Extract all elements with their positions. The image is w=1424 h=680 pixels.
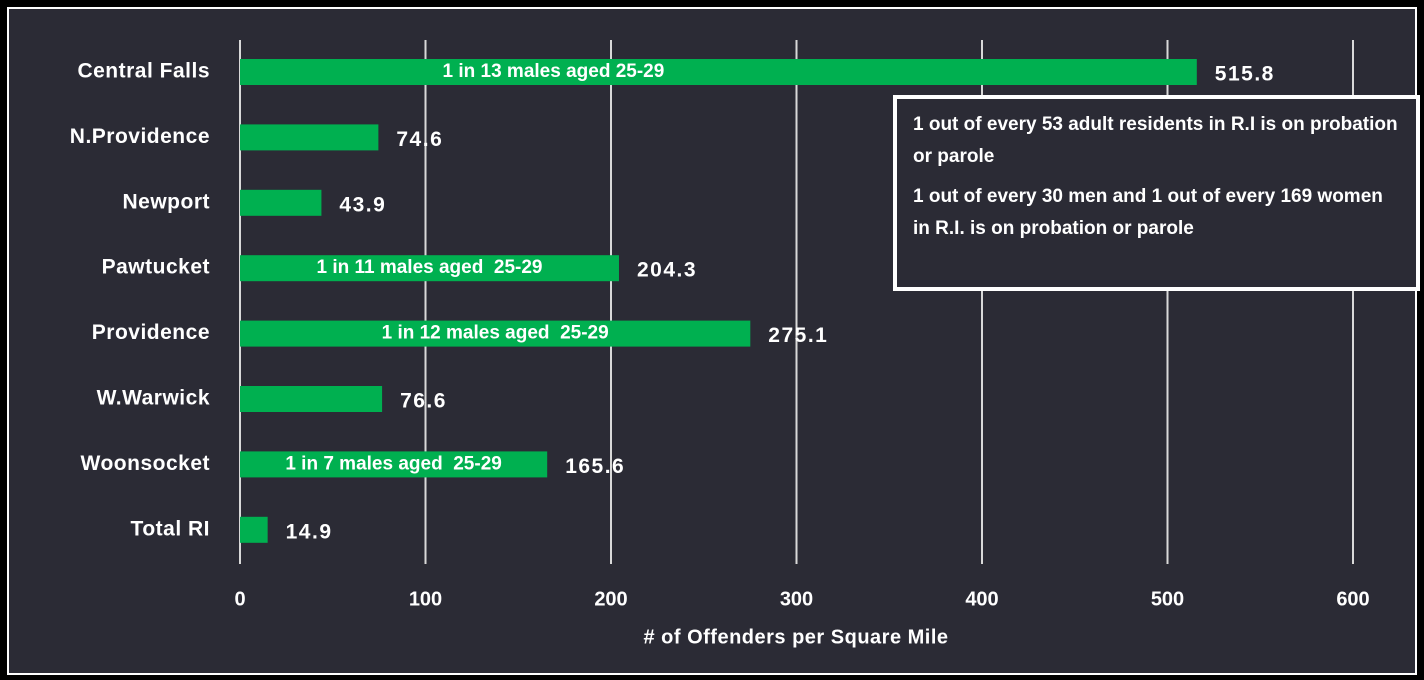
x-tick-label: 300 (780, 588, 813, 610)
y-tick-label: Pawtucket (102, 256, 210, 279)
x-axis-label: # of Offenders per Square Mile (643, 626, 948, 648)
bar (240, 386, 383, 412)
bar (240, 189, 322, 216)
y-tick-label: W.Warwick (97, 387, 210, 410)
value-label: 515.8 (1215, 63, 1275, 86)
value-label: 74.6 (396, 128, 443, 151)
y-tick-label: Woonsocket (81, 452, 210, 475)
value-label: 165.6 (565, 455, 625, 478)
x-tick-label: 100 (409, 588, 442, 610)
y-tick-label: Newport (123, 190, 211, 213)
value-label: 275.1 (768, 324, 828, 347)
bar (240, 255, 619, 282)
y-tick-label: Central Falls (77, 60, 210, 83)
value-label: 43.9 (339, 193, 386, 216)
bar-annotation: 1 in 12 males aged 25-29 (382, 323, 609, 344)
bar (240, 516, 268, 543)
value-label: 76.6 (400, 390, 447, 413)
annotation: 1 out of every 30 men and 1 out of every… (913, 186, 1383, 239)
bar-annotation: 1 in 13 males aged 25-29 (443, 61, 665, 82)
bar-annotation: 1 in 11 males aged 25-29 (316, 257, 542, 278)
x-tick-label: 0 (234, 588, 245, 610)
x-tick-label: 400 (965, 588, 998, 610)
x-tick-label: 200 (594, 588, 627, 610)
y-tick-label: N.Providence (70, 125, 210, 148)
bar (240, 124, 379, 151)
annotation-box: 1 out of every 53 adult residents in R.I… (893, 95, 1420, 291)
annotation: 1 out of every 53 adult residents in R.I… (913, 114, 1398, 167)
value-label: 204.3 (637, 259, 697, 282)
y-tick-label: Providence (92, 321, 210, 344)
bar (240, 320, 751, 347)
x-tick-label: 500 (1151, 588, 1184, 610)
y-tick-label: Total RI (131, 517, 210, 540)
bar (240, 451, 548, 478)
value-label: 14.9 (286, 520, 333, 543)
x-tick-label: 600 (1336, 588, 1369, 610)
bar (240, 59, 1197, 85)
bar-annotation: 1 in 7 males aged 25-29 (285, 453, 502, 474)
